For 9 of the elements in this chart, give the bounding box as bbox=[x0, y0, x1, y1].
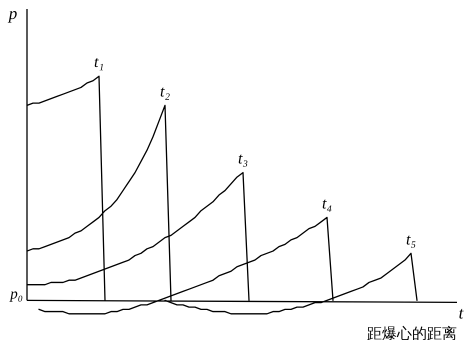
y-axis-title: p bbox=[8, 4, 18, 23]
series-label: t₃ bbox=[238, 150, 248, 168]
series-label: t₅ bbox=[406, 231, 416, 248]
text: p₀ bbox=[9, 286, 23, 302]
series-label: t₂ bbox=[160, 83, 170, 100]
x-axis-title: t bbox=[458, 303, 465, 322]
series-label: t₄ bbox=[322, 195, 332, 212]
text: 距爆心的距离 bbox=[367, 325, 457, 340]
series-label: t₁ bbox=[94, 54, 104, 72]
